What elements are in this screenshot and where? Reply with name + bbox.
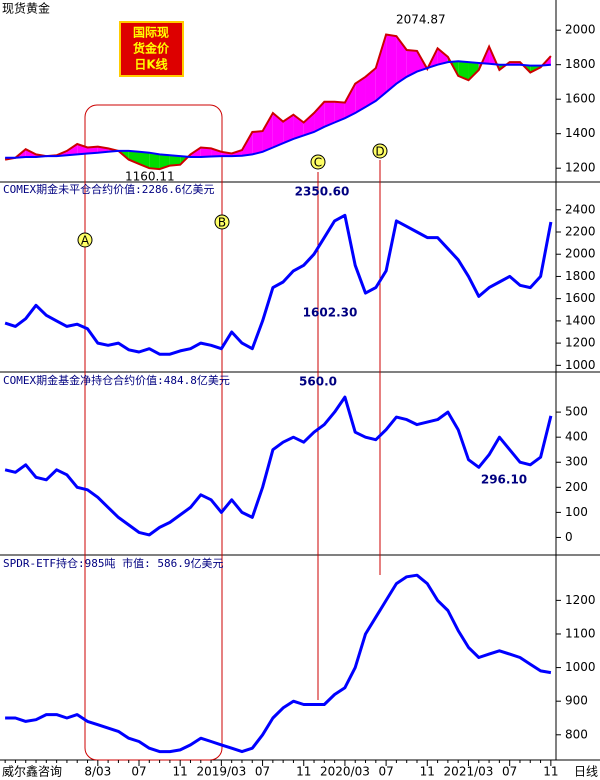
annotation: 560.0 (299, 375, 337, 389)
panel-title: SPDR-ETF持仓:985吨 市值: 586.9亿美元 (3, 556, 223, 570)
fill-band (406, 50, 417, 77)
y-tick-label: 1200 (565, 161, 596, 175)
annotation: 296.10 (481, 473, 527, 487)
x-tick-label: 2019/03 (196, 765, 246, 779)
y-tick-label: 2000 (565, 23, 596, 37)
chart-title: 现货黄金 (2, 1, 50, 16)
fill-band (375, 34, 387, 101)
fill-band (437, 48, 448, 65)
fill-band (283, 114, 294, 144)
x-tick-label: 2021/03 (444, 765, 494, 779)
fill-band (468, 62, 479, 81)
marker-label: D (375, 145, 384, 159)
panel-title: COMEX期金未平仓合约价值:2286.6亿美元 (3, 182, 214, 196)
badge-text: 日K线 (134, 57, 167, 72)
marker-circle (310, 154, 326, 170)
x-tick-label: 2020/03 (320, 765, 370, 779)
y-tick-label: 800 (565, 727, 588, 741)
x-unit-label: 日线 (574, 765, 598, 779)
fill-band (159, 154, 170, 170)
badge-text: 货金价 (133, 41, 170, 56)
fill-band (324, 101, 335, 127)
fill-band (272, 112, 284, 148)
x-tick-label: 11 (543, 765, 558, 779)
fill-band (314, 101, 325, 132)
fill-band (303, 112, 315, 136)
x-tick-label: 8/03 (84, 765, 111, 779)
y-tick-label: 1100 (565, 626, 596, 640)
x-tick-label: 07 (502, 765, 517, 779)
fill-band (149, 152, 160, 170)
highlight-box (84, 104, 223, 761)
fill-band (128, 150, 139, 164)
y-tick-label: 200 (565, 480, 588, 494)
y-tick-label: 500 (565, 405, 588, 419)
fill-band (458, 61, 469, 81)
marker-circle (214, 214, 230, 230)
x-tick-label: 11 (173, 765, 188, 779)
y-tick-label: 1200 (565, 336, 596, 350)
annotation: 2074.87 (396, 13, 446, 27)
annotation: 1602.30 (303, 306, 358, 320)
x-tick-label: 11 (420, 765, 435, 779)
fill-band (211, 148, 222, 157)
x-tick-label: 07 (378, 765, 393, 779)
y-tick-label: 1800 (565, 57, 596, 71)
fill-band (87, 146, 98, 154)
series-line (5, 60, 551, 159)
y-tick-label: 1000 (565, 358, 596, 372)
series-line (5, 573, 552, 754)
y-tick-label: 1000 (565, 660, 596, 674)
y-tick-label: 1400 (565, 313, 596, 327)
y-tick-label: 100 (565, 505, 588, 519)
y-tick-label: 2200 (565, 225, 596, 239)
fill-band (77, 144, 88, 155)
fill-band (386, 34, 397, 93)
series-line (4, 395, 553, 537)
x-tick-label: 11 (296, 765, 311, 779)
fill-band (262, 112, 273, 152)
y-tick-label: 1800 (565, 269, 596, 283)
y-tick-label: 900 (565, 694, 588, 708)
badge-text: 国际现 (133, 26, 169, 40)
marker-label: A (81, 234, 90, 248)
fill-band (169, 155, 181, 166)
y-tick-label: 1600 (565, 92, 596, 106)
fill-band (252, 131, 263, 155)
x-tick-label: 07 (255, 765, 270, 779)
fill-band (344, 83, 356, 119)
fill-band (355, 76, 366, 113)
y-tick-label: 1400 (565, 126, 596, 140)
y-tick-label: 2000 (565, 247, 596, 261)
series-line (4, 33, 552, 171)
marker-label: B (218, 216, 226, 230)
badge (119, 21, 184, 77)
plot-layer: 120014001600180020002074.871160.11100012… (4, 13, 596, 779)
marker-circle (77, 232, 93, 248)
x-tick-label: 07 (131, 765, 146, 779)
panel-title: COMEX期金基金净持仓合约价值:484.8亿美元 (3, 373, 230, 387)
source-label: 威尔鑫咨询 (2, 764, 62, 779)
y-tick-label: 2400 (565, 202, 596, 216)
y-tick-label: 400 (565, 430, 588, 444)
fill-band (334, 101, 345, 123)
fill-band (200, 147, 212, 157)
marker-label: C (314, 156, 322, 170)
y-tick-label: 300 (565, 455, 588, 469)
y-tick-label: 1200 (565, 593, 596, 607)
series-line (4, 213, 553, 356)
fill-band (365, 68, 376, 107)
y-tick-label: 1600 (565, 291, 596, 305)
annotation: 2350.60 (295, 185, 350, 199)
annotation: 1160.11 (125, 170, 175, 184)
marker-circle (372, 143, 388, 159)
y-tick-label: 0 (565, 530, 573, 544)
